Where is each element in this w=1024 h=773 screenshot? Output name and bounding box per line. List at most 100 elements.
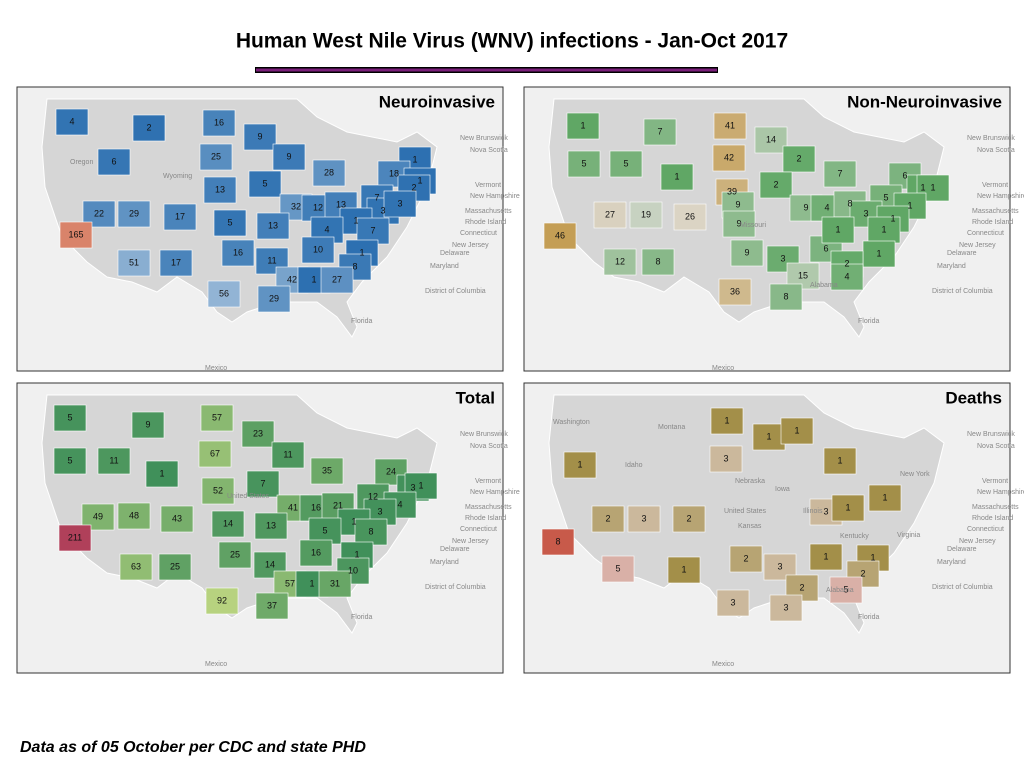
state-value: 16 [214, 117, 224, 127]
state-value: 1 [674, 171, 679, 181]
state-value: 56 [219, 288, 229, 298]
state-region [248, 170, 282, 198]
map-label: New Brunswick [460, 135, 508, 142]
state-region [543, 222, 577, 250]
state-value: 8 [655, 256, 660, 266]
state-region [200, 404, 234, 432]
state-value: 6 [111, 156, 116, 166]
state-value: 9 [736, 218, 741, 228]
place-label: Missouri [740, 222, 767, 229]
state-value: 5 [67, 412, 72, 422]
state-value: 3 [777, 561, 782, 571]
state-value: 3 [823, 506, 828, 516]
state-value: 16 [311, 547, 321, 557]
state-value: 8 [368, 526, 373, 536]
place-label: Oregon [70, 159, 93, 166]
state-region [207, 280, 241, 308]
state-value: 5 [615, 563, 620, 573]
state-region [709, 445, 743, 473]
state-region [593, 201, 627, 229]
map-label: New Jersey [452, 242, 489, 249]
state-value: 5 [67, 455, 72, 465]
state-value: 1 [794, 425, 799, 435]
state-value: 24 [386, 466, 396, 476]
state-value: 3 [410, 482, 415, 492]
state-region [159, 249, 193, 277]
state-value: 1 [311, 274, 316, 284]
state-value: 10 [313, 244, 323, 254]
state-region [603, 248, 637, 276]
state-region [627, 505, 661, 533]
state-value: 9 [286, 151, 291, 161]
state-region [713, 112, 747, 140]
state-value: 8 [352, 261, 357, 271]
state-region [117, 502, 151, 530]
state-region [320, 266, 354, 294]
state-value: 29 [129, 208, 139, 218]
state-value: 2 [686, 513, 691, 523]
state-value: 25 [170, 561, 180, 571]
state-value: 31 [330, 578, 340, 588]
state-value: 5 [581, 158, 586, 168]
state-value: 1 [724, 415, 729, 425]
map-label: District of Columbia [425, 288, 486, 295]
map-label: Nova Scotia [977, 443, 1015, 450]
title: Human West Nile Virus (WNV) infections -… [236, 30, 788, 53]
map-label: Rhode Island [972, 219, 1013, 226]
map-label: Delaware [440, 250, 470, 257]
map-label: Delaware [440, 546, 470, 553]
state-region [160, 505, 194, 533]
panel-title: Non-Neuroinvasive [847, 92, 1002, 111]
state-region [132, 114, 166, 142]
map-label: New Brunswick [967, 135, 1015, 142]
state-region [310, 457, 344, 485]
state-value: 25 [230, 549, 240, 559]
state-value: 42 [724, 152, 734, 162]
state-region [667, 556, 701, 584]
state-region [117, 200, 151, 228]
state-value: 42 [287, 274, 297, 284]
state-region [53, 447, 87, 475]
map-label: Massachusetts [465, 208, 512, 215]
state-value: 1 [876, 248, 881, 258]
state-region [563, 451, 597, 479]
state-value: 3 [723, 453, 728, 463]
state-value: 7 [370, 225, 375, 235]
panel-title: Total [456, 388, 495, 407]
state-region [829, 576, 863, 604]
state-region [729, 545, 763, 573]
place-label: United States [227, 493, 270, 500]
map-label: Massachusetts [972, 208, 1019, 215]
state-value: 2 [860, 568, 865, 578]
state-value: 1 [681, 564, 686, 574]
state-value: 36 [730, 286, 740, 296]
state-value: 9 [735, 199, 740, 209]
state-value: 11 [109, 455, 118, 465]
state-value: 41 [288, 502, 298, 512]
state-region [541, 528, 575, 556]
map-label: Florida [351, 614, 373, 621]
state-region [769, 283, 803, 311]
state-value: 4 [397, 499, 402, 509]
state-value: 39 [727, 186, 737, 196]
state-value: 1 [837, 455, 842, 465]
state-value: 1 [418, 480, 423, 490]
state-region [211, 510, 245, 538]
state-region [601, 555, 635, 583]
map-label: District of Columbia [932, 584, 993, 591]
map-label: Maryland [430, 559, 459, 566]
place-label: Wyoming [163, 173, 192, 180]
state-value: 2 [743, 553, 748, 563]
map-label: Mexico [205, 365, 227, 372]
state-region [566, 112, 600, 140]
place-label: Nebraska [735, 478, 765, 485]
map-label: Massachusetts [465, 504, 512, 511]
map-label: New Hampshire [977, 193, 1024, 200]
map-label: District of Columbia [932, 288, 993, 295]
place-label: Kansas [738, 523, 762, 530]
state-value: 27 [605, 209, 615, 219]
state-region [213, 209, 247, 237]
state-region [199, 143, 233, 171]
